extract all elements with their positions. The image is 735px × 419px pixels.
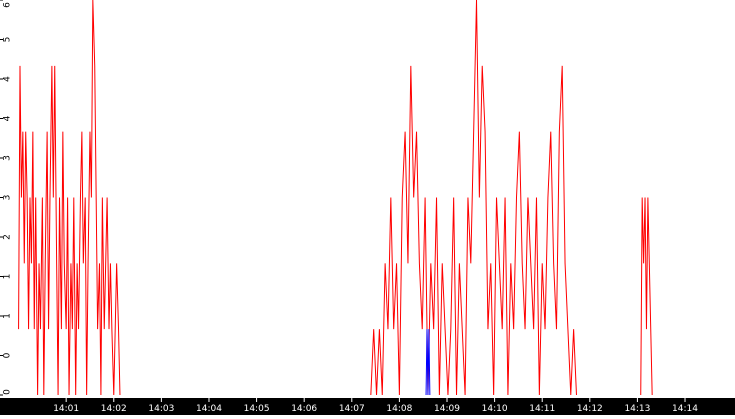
y-tick-label: 1 xyxy=(3,313,13,319)
x-tick-label: 14:05 xyxy=(244,404,270,414)
series-line xyxy=(425,329,431,396)
y-tick-label: 3 xyxy=(3,195,13,201)
x-tick-label: 14:07 xyxy=(339,404,365,414)
x-tick-label: 14:04 xyxy=(196,404,222,414)
series-line xyxy=(18,0,121,396)
x-axis-band xyxy=(0,398,735,415)
y-tick-label: 4 xyxy=(3,76,13,82)
x-tick-label: 14:01 xyxy=(53,404,79,414)
x-tick-label: 14:10 xyxy=(482,404,508,414)
y-tick-label: 0 xyxy=(3,352,13,358)
x-tick-label: 14:12 xyxy=(577,404,603,414)
x-tick-label: 14:06 xyxy=(291,404,317,414)
y-tick-label: 5 xyxy=(3,37,13,43)
y-tick-label: 6 xyxy=(3,2,13,8)
x-tick-label: 14:09 xyxy=(434,404,460,414)
x-tick-label: 14:08 xyxy=(386,404,412,414)
series-line xyxy=(370,0,577,396)
x-tick-label: 14:14 xyxy=(672,404,698,414)
series-line xyxy=(640,197,653,396)
y-tick-label: 1 xyxy=(3,274,13,280)
y-tick-label: 4 xyxy=(3,115,13,121)
x-tick-label: 14:02 xyxy=(101,404,127,414)
y-tick-label: 2 xyxy=(3,234,13,240)
x-tick-label: 14:03 xyxy=(148,404,174,414)
x-tick-label: 14:11 xyxy=(529,404,555,414)
y-tick-label: 0 xyxy=(3,389,13,395)
x-tick-label: 14:13 xyxy=(624,404,650,414)
y-tick-label: 3 xyxy=(3,155,13,161)
